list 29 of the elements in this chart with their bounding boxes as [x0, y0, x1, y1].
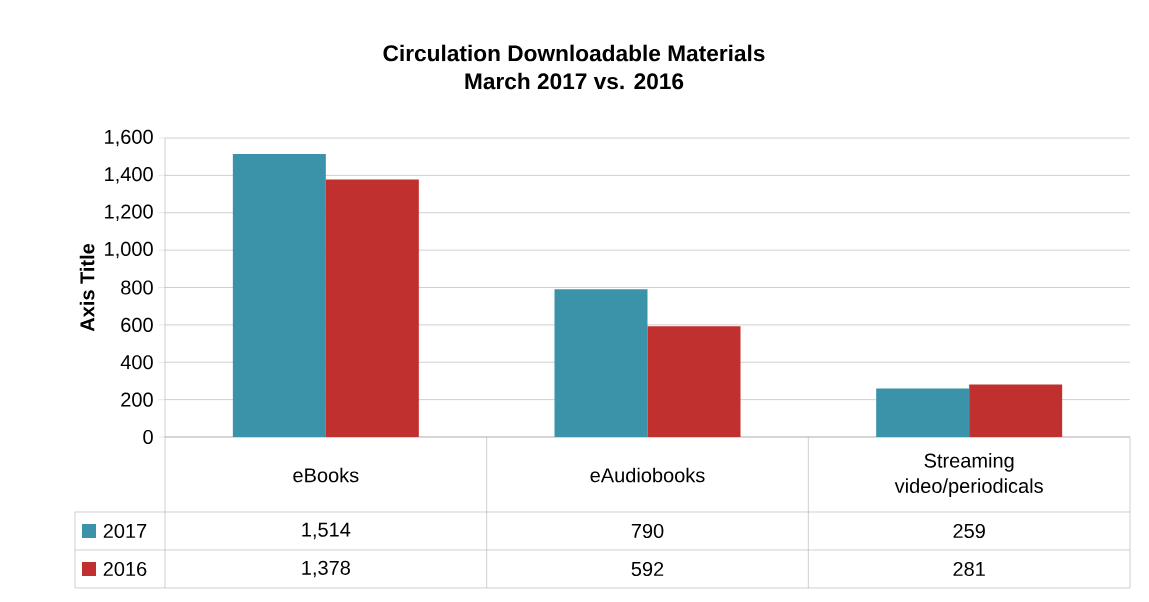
chart-subtitle: March 2017 vs. 2016: [465, 72, 684, 90]
data-label: 1,514: [302, 522, 351, 540]
x-tick-label: eAudiobooks: [590, 467, 705, 483]
data-label: 281: [953, 561, 985, 577]
y-tick-label: 1,600: [105, 129, 153, 147]
bar: [232, 154, 326, 437]
y-tick-label: 600: [121, 317, 153, 332]
bar: [969, 384, 1063, 437]
x-tick-label: Streaming video/periodicals: [894, 453, 1043, 497]
x-tick-label: eBooks: [293, 467, 359, 483]
y-axis-title: Axis Title: [79, 243, 95, 332]
data-label: 259: [953, 523, 985, 539]
legend-label: 2017: [103, 523, 147, 539]
bar: [554, 289, 648, 437]
y-tick-label: 1,000: [105, 241, 153, 259]
y-tick-label: 0: [143, 429, 153, 445]
bar: [876, 388, 970, 437]
y-tick-label: 1,200: [105, 204, 153, 221]
bar: [325, 179, 419, 437]
data-label: 1,378: [302, 560, 350, 578]
chart-title: Circulation Downloadable Materials: [383, 44, 765, 62]
y-tick-label: 200: [121, 392, 153, 407]
data-label: 592: [631, 561, 664, 577]
y-tick-label: 400: [120, 355, 153, 370]
legend-label: 2016: [103, 561, 147, 577]
bar: [647, 326, 741, 437]
y-tick-label: 800: [121, 280, 153, 295]
data-label: 790: [631, 523, 664, 539]
y-tick-label: 1,400: [105, 167, 153, 184]
